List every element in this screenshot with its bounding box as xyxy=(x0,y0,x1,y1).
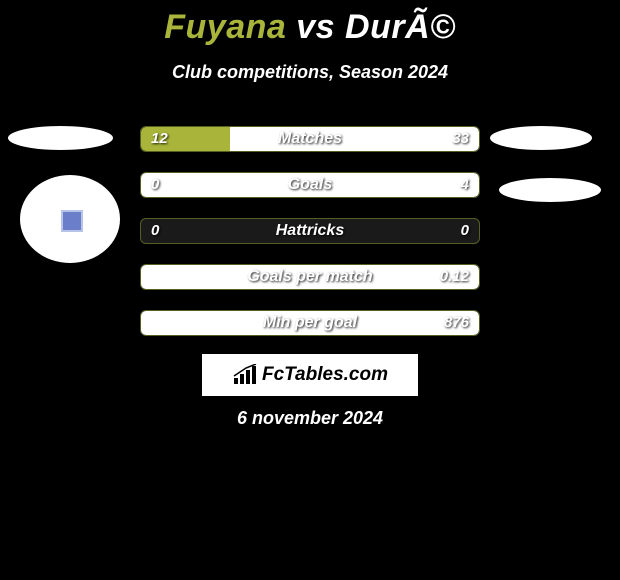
stat-label: Hattricks xyxy=(141,219,479,243)
player2-name: DurÃ© xyxy=(345,8,456,46)
player1-name: Fuyana xyxy=(164,8,286,46)
stat-label: Goals xyxy=(141,173,479,197)
stat-row: 1233Matches xyxy=(140,126,480,152)
team-badge-right-ellipse-2 xyxy=(499,178,601,202)
stat-label: Matches xyxy=(141,127,479,151)
vs-separator: vs xyxy=(296,8,335,46)
branding-chart-icon xyxy=(232,364,258,386)
date-text: 6 november 2024 xyxy=(0,408,620,429)
team-badge-left-ellipse xyxy=(8,126,113,150)
branding-box: FcTables.com xyxy=(202,354,418,396)
stat-row: 00Hattricks xyxy=(140,218,480,244)
player-badge-icon xyxy=(61,210,83,232)
stat-row: 876Min per goal xyxy=(140,310,480,336)
page-title: Fuyana vs DurÃ© xyxy=(0,8,620,47)
comparison-infographic: Fuyana vs DurÃ© Club competitions, Seaso… xyxy=(0,0,620,580)
team-badge-right-ellipse xyxy=(490,126,592,150)
stats-bars: 1233Matches 04Goals 00Hattricks 0.12Goals p… xyxy=(140,126,480,356)
stat-label: Min per goal xyxy=(141,311,479,335)
stat-label: Goals per match xyxy=(141,265,479,289)
stat-row: 0.12Goals per match xyxy=(140,264,480,290)
stat-row: 04Goals xyxy=(140,172,480,198)
subtitle: Club competitions, Season 2024 xyxy=(0,62,620,83)
branding-text: FcTables.com xyxy=(262,364,388,386)
